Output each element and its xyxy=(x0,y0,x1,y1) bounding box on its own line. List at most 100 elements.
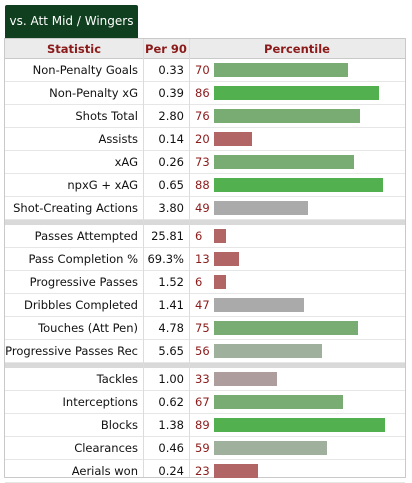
percentile-bar xyxy=(214,252,239,266)
percentile-bar xyxy=(214,201,308,215)
percentile-bar xyxy=(214,321,358,335)
percentile-bar xyxy=(214,178,383,192)
stat-name: Touches (Att Pen) xyxy=(38,321,138,335)
per90-value: 1.38 xyxy=(158,418,184,432)
column-divider xyxy=(189,39,190,477)
stat-name: Interceptions xyxy=(62,395,138,409)
per90-value: 1.41 xyxy=(158,298,184,312)
percentile-bar xyxy=(214,155,354,169)
per90-value: 0.65 xyxy=(158,178,184,192)
percentile-value: 70 xyxy=(195,63,210,77)
stat-name: Aerials won xyxy=(71,464,138,478)
stat-name: Assists xyxy=(98,132,138,146)
percentile-value: 59 xyxy=(195,441,210,455)
table-row: Clearances 0.46 59 xyxy=(5,437,405,460)
per90-value: 1.00 xyxy=(158,372,184,386)
percentile-value: 76 xyxy=(195,109,210,123)
table-row: npxG + xAG 0.65 88 xyxy=(5,174,405,197)
stat-name: Non-Penalty xG xyxy=(49,86,138,100)
table-row: Assists 0.14 20 xyxy=(5,128,405,151)
stat-name: Shots Total xyxy=(75,109,138,123)
table-row: Pass Completion % 69.3% 13 xyxy=(5,248,405,271)
per90-value: 25.81 xyxy=(151,229,184,243)
per90-value: 0.62 xyxy=(158,395,184,409)
percentile-value: 6 xyxy=(195,229,203,243)
percentile-bar xyxy=(214,418,385,432)
stat-group: Passes Attempted 25.81 6 Pass Completion % 6… xyxy=(5,225,405,363)
table-row: Passes Attempted 25.81 6 xyxy=(5,225,405,248)
percentile-bar xyxy=(214,464,258,478)
table-row: Tackles 1.00 33 xyxy=(5,368,405,391)
percentile-value: 67 xyxy=(195,395,210,409)
percentile-value: 73 xyxy=(195,155,210,169)
percentile-value: 89 xyxy=(195,418,210,432)
scouting-report-table: Statistic Per 90 Percentile Non-Penalty … xyxy=(4,38,406,483)
per90-value: 0.33 xyxy=(158,63,184,77)
table-row: Blocks 1.38 89 xyxy=(5,414,405,437)
stat-name: Dribbles Completed xyxy=(23,298,138,312)
stat-name: Progressive Passes Rec xyxy=(5,344,138,358)
per90-value: 1.52 xyxy=(158,275,184,289)
table-row: Non-Penalty Goals 0.33 70 xyxy=(5,59,405,82)
percentile-bar xyxy=(214,109,360,123)
per90-value: 3.80 xyxy=(158,201,184,215)
table-header: Statistic Per 90 Percentile xyxy=(5,39,405,59)
percentile-bar xyxy=(214,344,322,358)
stat-name: Pass Completion % xyxy=(28,252,138,266)
per90-value: 5.65 xyxy=(158,344,184,358)
stat-name: Blocks xyxy=(100,418,138,432)
percentile-bar xyxy=(214,395,343,409)
table-row: Aerials won 0.24 23 xyxy=(5,460,405,483)
stat-name: Clearances xyxy=(74,441,138,455)
percentile-value: 20 xyxy=(195,132,210,146)
percentile-bar xyxy=(214,229,226,243)
percentile-value: 75 xyxy=(195,321,210,335)
header-statistic: Statistic xyxy=(46,42,102,56)
table-row: Interceptions 0.62 67 xyxy=(5,391,405,414)
column-divider xyxy=(143,39,144,477)
per90-value: 2.80 xyxy=(158,109,184,123)
per90-value: 0.14 xyxy=(158,132,184,146)
stat-group: Tackles 1.00 33 Interceptions 0.62 67 Blocks 1.… xyxy=(5,368,405,483)
percentile-value: 33 xyxy=(195,372,210,386)
table-row: Progressive Passes 1.52 6 xyxy=(5,271,405,294)
table-row: Progressive Passes Rec 5.65 56 xyxy=(5,340,405,363)
percentile-value: 88 xyxy=(195,178,210,192)
per90-value: 0.46 xyxy=(158,441,184,455)
table-row: Shot-Creating Actions 3.80 49 xyxy=(5,197,405,220)
stat-group: Non-Penalty Goals 0.33 70 Non-Penalty xG 0.3… xyxy=(5,59,405,220)
group-separator xyxy=(5,363,405,368)
table-row: Touches (Att Pen) 4.78 75 xyxy=(5,317,405,340)
percentile-bar xyxy=(214,372,277,386)
percentile-bar xyxy=(214,63,348,77)
percentile-value: 13 xyxy=(195,252,210,266)
stat-name: npxG + xAG xyxy=(67,178,138,192)
percentile-bar xyxy=(214,275,226,289)
stat-name: Progressive Passes xyxy=(29,275,138,289)
percentile-bar xyxy=(214,298,304,312)
header-per90: Per 90 xyxy=(145,42,187,56)
per90-value: 4.78 xyxy=(158,321,184,335)
per90-value: 0.24 xyxy=(158,464,184,478)
stat-name: xAG xyxy=(114,155,138,169)
percentile-value: 6 xyxy=(195,275,203,289)
percentile-bar xyxy=(214,132,252,146)
table-row: Shots Total 2.80 76 xyxy=(5,105,405,128)
header-percentile: Percentile xyxy=(264,42,330,56)
group-separator xyxy=(5,220,405,225)
per90-value: 0.26 xyxy=(158,155,184,169)
percentile-bar xyxy=(214,441,327,455)
percentile-value: 49 xyxy=(195,201,210,215)
stat-name: Shot-Creating Actions xyxy=(13,201,138,215)
stat-name: Non-Penalty Goals xyxy=(32,63,138,77)
percentile-value: 23 xyxy=(195,464,210,478)
table-row: Non-Penalty xG 0.39 86 xyxy=(5,82,405,105)
percentile-bar xyxy=(214,86,379,100)
percentile-value: 56 xyxy=(195,344,210,358)
per90-value: 69.3% xyxy=(147,252,184,266)
stat-name: Passes Attempted xyxy=(34,229,138,243)
percentile-value: 47 xyxy=(195,298,210,312)
stat-name: Tackles xyxy=(96,372,138,386)
comparison-tab[interactable]: vs. Att Mid / Wingers xyxy=(5,5,138,38)
table-row: xAG 0.26 73 xyxy=(5,151,405,174)
